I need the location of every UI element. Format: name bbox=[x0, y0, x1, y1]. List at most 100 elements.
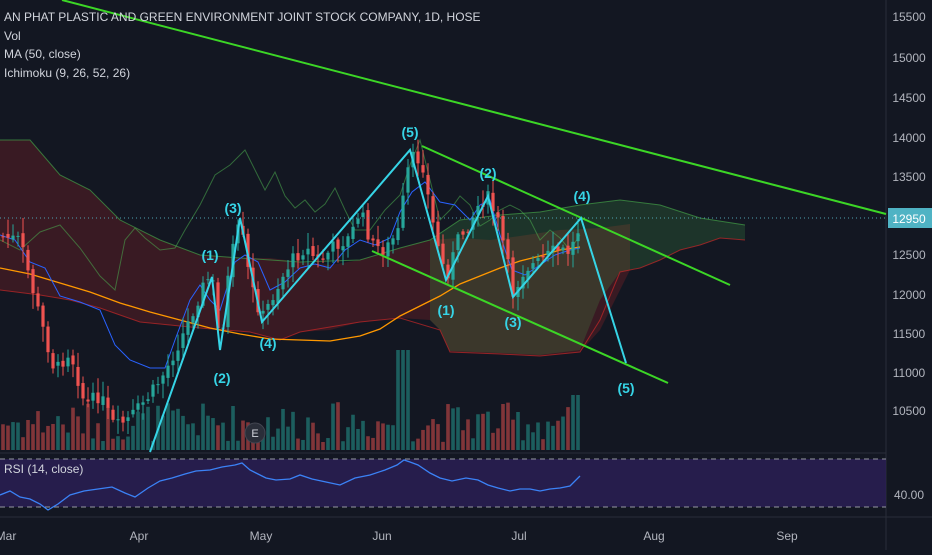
candle-body bbox=[511, 257, 515, 297]
price-axis[interactable]: 15500 15000 14500 14000 13500 13000 1250… bbox=[888, 10, 932, 502]
candle-body bbox=[61, 360, 65, 367]
candle-body bbox=[216, 282, 220, 329]
volume-bar bbox=[556, 420, 560, 450]
volume-bar bbox=[521, 440, 525, 450]
volume-bar bbox=[551, 425, 555, 450]
candle-body bbox=[171, 360, 175, 366]
wave-label: (5) bbox=[401, 124, 418, 140]
candle-body bbox=[56, 361, 60, 366]
volume-bar bbox=[236, 440, 240, 450]
earnings-marker[interactable]: E bbox=[244, 422, 266, 444]
candle-body bbox=[386, 242, 390, 257]
indicator-rsi[interactable]: RSI (14, close) bbox=[4, 462, 84, 476]
earnings-marker-circle bbox=[244, 422, 266, 444]
indicator-vol[interactable]: Vol bbox=[4, 28, 21, 43]
indicator-ichimoku[interactable]: Ichimoku (9, 26, 52, 26) bbox=[4, 65, 131, 80]
volume-bar bbox=[146, 406, 150, 450]
wave-label: (2) bbox=[479, 165, 496, 181]
candle-body bbox=[136, 403, 140, 410]
volume-bars bbox=[1, 350, 580, 450]
price-tick: 15000 bbox=[892, 51, 926, 65]
volume-bar bbox=[226, 440, 230, 450]
volume-bar bbox=[531, 432, 535, 450]
chart-legend: AN PHAT PLASTIC AND GREEN ENVIRONMENT JO… bbox=[4, 8, 481, 82]
candle-body bbox=[576, 233, 580, 242]
indicator-ma[interactable]: MA (50, close) bbox=[4, 47, 81, 61]
candle-body bbox=[296, 253, 300, 261]
candle-body bbox=[186, 321, 190, 335]
time-tick: Jul bbox=[511, 529, 526, 543]
volume-bar bbox=[26, 419, 30, 450]
volume-bar bbox=[426, 425, 430, 450]
candle-body bbox=[196, 305, 200, 318]
symbol-title[interactable]: AN PHAT PLASTIC AND GREEN ENVIRONMENT JO… bbox=[4, 10, 481, 24]
volume-bar bbox=[6, 425, 10, 450]
candle-body bbox=[166, 365, 170, 378]
chikou-span bbox=[0, 138, 581, 291]
volume-bar bbox=[491, 432, 495, 450]
volume-bar bbox=[461, 430, 465, 450]
volume-bar bbox=[566, 407, 570, 450]
candle-body bbox=[156, 384, 160, 386]
candle-body bbox=[96, 392, 100, 404]
upper-trendline[interactable] bbox=[61, 0, 887, 215]
volume-bar bbox=[176, 408, 180, 450]
candle-body bbox=[141, 402, 145, 405]
volume-bar bbox=[441, 441, 445, 450]
volume-bar bbox=[46, 425, 50, 450]
volume-bar bbox=[21, 437, 25, 450]
candle-body bbox=[121, 416, 125, 423]
volume-bar bbox=[536, 422, 540, 450]
volume-bar bbox=[346, 427, 350, 450]
volume-bar bbox=[331, 403, 335, 450]
candle-body bbox=[381, 247, 385, 255]
volume-bar bbox=[191, 423, 195, 450]
time-tick: Sep bbox=[776, 529, 798, 543]
volume-bar bbox=[271, 436, 275, 450]
candle-body bbox=[416, 151, 420, 164]
candle-body bbox=[261, 310, 265, 314]
candle-body bbox=[571, 241, 575, 255]
volume-bar bbox=[181, 415, 185, 450]
channel-top-trendline[interactable] bbox=[421, 145, 731, 286]
candle-body bbox=[546, 250, 550, 255]
candle-body bbox=[131, 409, 135, 415]
ma-50-line bbox=[0, 246, 581, 342]
volume-bar bbox=[336, 402, 340, 450]
volume-bar bbox=[356, 428, 360, 450]
price-tick: 14000 bbox=[892, 131, 926, 145]
time-tick: May bbox=[250, 529, 273, 543]
candle-body bbox=[16, 235, 20, 237]
channel-bottom-trendline[interactable] bbox=[371, 250, 669, 384]
volume-bar bbox=[121, 439, 125, 450]
volume-bar bbox=[166, 403, 170, 450]
price-tick: 11500 bbox=[893, 327, 926, 341]
volume-bar bbox=[111, 438, 115, 450]
volume-bar bbox=[301, 439, 305, 450]
volume-bar bbox=[561, 416, 565, 450]
volume-bar bbox=[431, 419, 435, 450]
time-tick: Jun bbox=[372, 529, 391, 543]
candle-body bbox=[91, 392, 95, 401]
candle-body bbox=[391, 238, 395, 245]
candle-body bbox=[401, 195, 405, 228]
volume-bar bbox=[451, 408, 455, 450]
volume-bar bbox=[281, 408, 285, 450]
elliott-wave-path[interactable] bbox=[149, 147, 627, 453]
volume-bar bbox=[141, 413, 145, 450]
ichimoku-cloud-bearish bbox=[0, 140, 630, 356]
volume-bar bbox=[76, 416, 80, 450]
volume-bar bbox=[116, 436, 120, 450]
time-axis[interactable]: Mar Apr May Jun Jul Aug Sep bbox=[0, 529, 798, 543]
candle-body bbox=[181, 333, 185, 348]
volume-bar bbox=[541, 439, 545, 450]
volume-bar bbox=[211, 418, 215, 450]
candle-body bbox=[406, 167, 410, 193]
volume-bar bbox=[276, 428, 280, 450]
wave-label: (3) bbox=[224, 200, 241, 216]
candle-body bbox=[291, 253, 295, 268]
volume-bar bbox=[286, 426, 290, 450]
volume-bar bbox=[66, 432, 70, 450]
candle-body bbox=[326, 252, 330, 260]
